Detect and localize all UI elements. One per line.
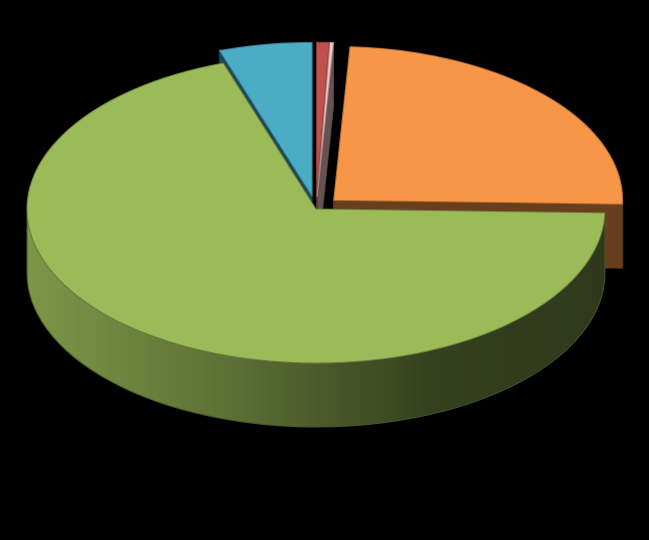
pie-slice-0 [316, 41, 330, 197]
pie-slice-3 [26, 62, 606, 364]
pie-slice-2 [333, 46, 624, 205]
pie-slice-1 [316, 41, 335, 197]
pie-slice-4 [218, 41, 313, 197]
